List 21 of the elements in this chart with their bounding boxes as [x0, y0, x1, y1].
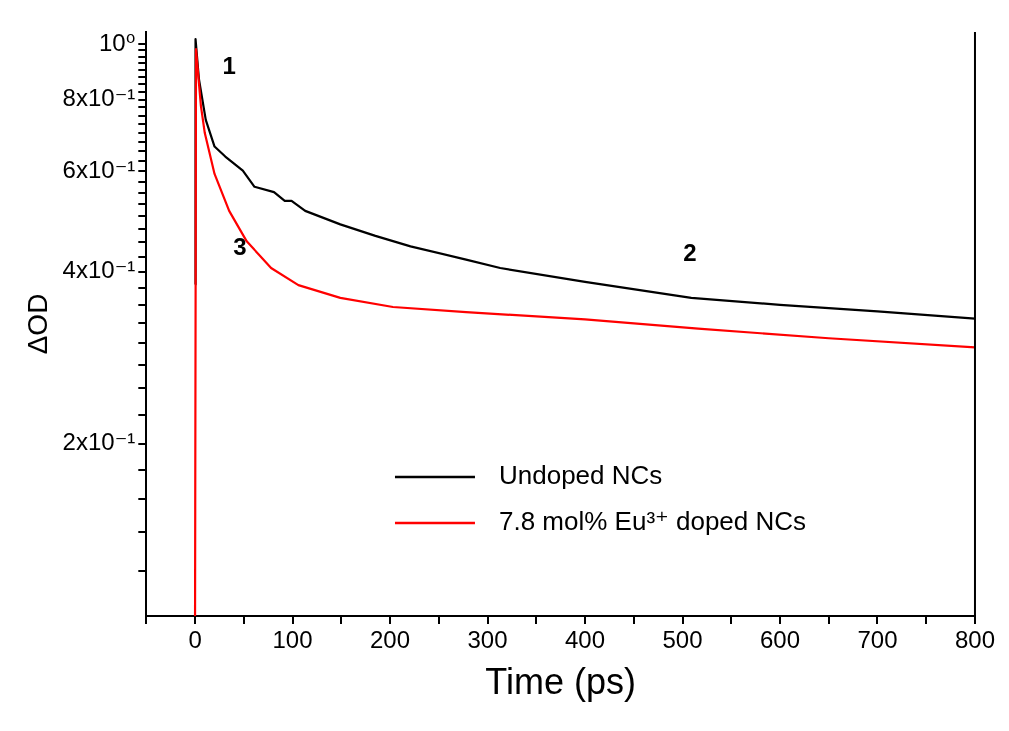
x-tick-label: 300: [467, 626, 508, 654]
y-axis-title: ΔOD: [21, 293, 53, 355]
y-tick-label: 4x10⁻¹: [62, 256, 136, 284]
x-tick-label: 800: [954, 626, 995, 654]
x-tick-label: 400: [564, 626, 606, 654]
annotation: 3: [233, 232, 247, 260]
x-tick-label: 500: [662, 626, 703, 654]
y-tick-label: 6x10⁻¹: [62, 155, 136, 183]
x-axis-title: Time (ps): [485, 661, 636, 703]
x-tick-label: 700: [857, 626, 898, 654]
y-tick-label: 8x10⁻¹: [62, 84, 136, 112]
y-tick-label: 10⁰: [98, 28, 136, 56]
annotation: 1: [222, 51, 236, 79]
annotation: 2: [683, 238, 697, 266]
x-tick-label: 100: [272, 626, 313, 654]
x-tick-label: 200: [370, 626, 411, 654]
legend-label: 7.8 mol% Eu³⁺ doped NCs: [498, 506, 807, 537]
y-tick-label: 2x10⁻¹: [62, 428, 136, 456]
x-tick-label: 0: [188, 626, 202, 654]
legend-label: Undoped NCs: [498, 460, 663, 491]
x-tick-label: 600: [759, 626, 801, 654]
